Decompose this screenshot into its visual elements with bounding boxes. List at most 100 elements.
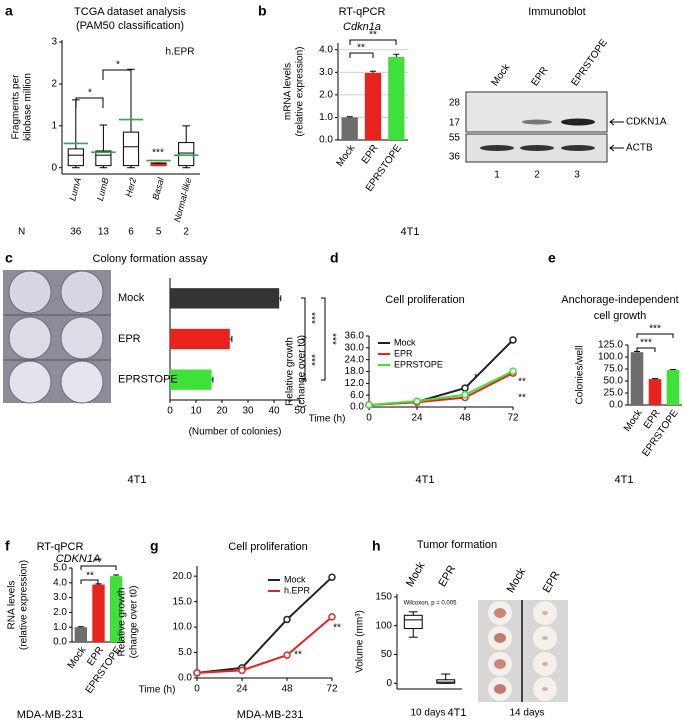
point xyxy=(193,669,201,677)
x-tick-label: Mock xyxy=(66,644,89,671)
y-tick-label: 5.0 xyxy=(53,563,67,574)
y-tick-label: 100.0 xyxy=(598,352,623,363)
cell-line: MDA-MB-231 xyxy=(237,709,304,721)
x-axis-label: Time (h) xyxy=(139,685,176,696)
y-tick-label: 50 xyxy=(381,649,393,660)
significance-bracket xyxy=(102,69,132,80)
x-tick-label: LumA xyxy=(67,177,83,202)
box xyxy=(150,162,167,167)
band-label: CDKN1A xyxy=(626,117,667,128)
x-tick-label: 72 xyxy=(507,413,519,424)
colony-photo xyxy=(3,270,111,404)
line xyxy=(196,576,333,674)
y-tick-label: 0.0 xyxy=(319,135,333,146)
y-tick-label: 150 xyxy=(375,592,392,603)
y-tick-label: 125.0 xyxy=(598,340,623,351)
x-tick-label: Mock xyxy=(622,407,645,434)
cell-line: 4T1 xyxy=(615,474,634,486)
legend-label: Mock xyxy=(394,337,416,347)
point xyxy=(283,651,291,659)
x-tick-label: 40 xyxy=(268,406,280,417)
size-marker: 36 xyxy=(449,152,461,163)
n-value: 6 xyxy=(128,227,134,238)
chart-title: Tumor formation xyxy=(417,539,497,551)
y-tick-label: 4.0 xyxy=(53,577,67,588)
y-tick-label: 0.0 xyxy=(350,402,364,413)
y-tick-label: 5.0 xyxy=(178,647,192,658)
x-tick-label: 0 xyxy=(366,413,372,424)
x-tick-label: Basal xyxy=(150,176,166,201)
significance-bracket xyxy=(321,297,326,381)
y-tick-label: 15.0 xyxy=(173,596,193,607)
chart-title: RT-qPCR xyxy=(37,541,84,553)
y-tick-label: 3.0 xyxy=(319,67,333,78)
lane-label: Mock xyxy=(490,62,513,89)
y-axis-label: RNA levels xyxy=(7,581,18,630)
x-tick-label: 48 xyxy=(281,684,293,695)
immunoblot-image xyxy=(465,91,624,163)
y-tick-label: 50.0 xyxy=(604,376,624,387)
y-tick-label: 36.0 xyxy=(345,331,365,342)
y-tick-label: 2 xyxy=(51,79,57,90)
y-tick-label: 4.0 xyxy=(319,44,333,55)
annotation: ** xyxy=(333,623,341,634)
annotation: ** xyxy=(86,571,94,582)
chart-subtitle: (PAM50 classification) xyxy=(76,20,184,32)
y-tick-label: 20.0 xyxy=(173,571,193,582)
y-tick-label: 12.0 xyxy=(345,378,365,389)
y-tick-label: 10.0 xyxy=(173,622,193,633)
annotation: *** xyxy=(305,354,316,366)
bar xyxy=(170,328,230,350)
x-axis-label: Time (h) xyxy=(309,414,346,425)
significance-bracket xyxy=(636,347,656,352)
size-marker: 28 xyxy=(449,98,461,109)
point xyxy=(413,397,421,405)
annotation: *** xyxy=(152,148,164,159)
panel-letter: f xyxy=(5,538,10,554)
tumor-photo xyxy=(478,600,568,702)
panel-letter: e xyxy=(548,250,556,266)
lane-label: EPRSTOPE xyxy=(570,37,610,88)
box xyxy=(67,148,84,167)
panel-letter: b xyxy=(258,3,267,19)
chart-title: Cell proliferation xyxy=(228,541,307,553)
annotation: ** xyxy=(518,393,526,404)
y-axis-label: Volume (mm³) xyxy=(355,610,366,673)
point xyxy=(461,391,469,399)
legend-label: EPR xyxy=(394,348,413,358)
x-tick-label: 24 xyxy=(236,684,248,695)
cell-line: 4T1 xyxy=(416,474,435,486)
box xyxy=(122,131,140,167)
x-tick-label: 10 xyxy=(190,406,202,417)
lane-label: EPR xyxy=(530,65,551,88)
annotation: * xyxy=(88,88,92,99)
significance-bracket xyxy=(349,52,374,58)
x-tick-label: LumB xyxy=(95,177,111,202)
annotation: ** xyxy=(357,43,365,54)
category-label: EPR xyxy=(118,333,141,345)
bar xyxy=(630,352,644,405)
cell-line: 4T1 xyxy=(401,226,420,238)
chart-title: Anchorage-independent xyxy=(561,294,678,306)
box xyxy=(436,679,456,684)
annotation: ** xyxy=(369,30,377,41)
annotation: ** xyxy=(94,557,102,568)
chart-title: RT-qPCR xyxy=(339,6,386,18)
bar xyxy=(109,576,123,642)
photo-label: Mock xyxy=(505,566,529,595)
box xyxy=(178,142,195,167)
bar xyxy=(648,379,662,405)
y-tick-label: 0.0 xyxy=(53,637,67,648)
bar xyxy=(666,369,680,405)
x-tick-label: Normal-like xyxy=(172,177,193,224)
panel-letter: h xyxy=(372,538,381,554)
y-tick-label: 3.0 xyxy=(53,592,67,603)
y-tick-label: 0 xyxy=(386,678,392,689)
y-tick-label: 18.0 xyxy=(345,366,365,377)
lane-number: 2 xyxy=(534,170,540,181)
period-label: 14 days xyxy=(509,708,544,719)
y-tick-label: 100 xyxy=(375,620,392,631)
legend-label: EPRSTOPE xyxy=(394,359,443,369)
point xyxy=(461,384,469,392)
